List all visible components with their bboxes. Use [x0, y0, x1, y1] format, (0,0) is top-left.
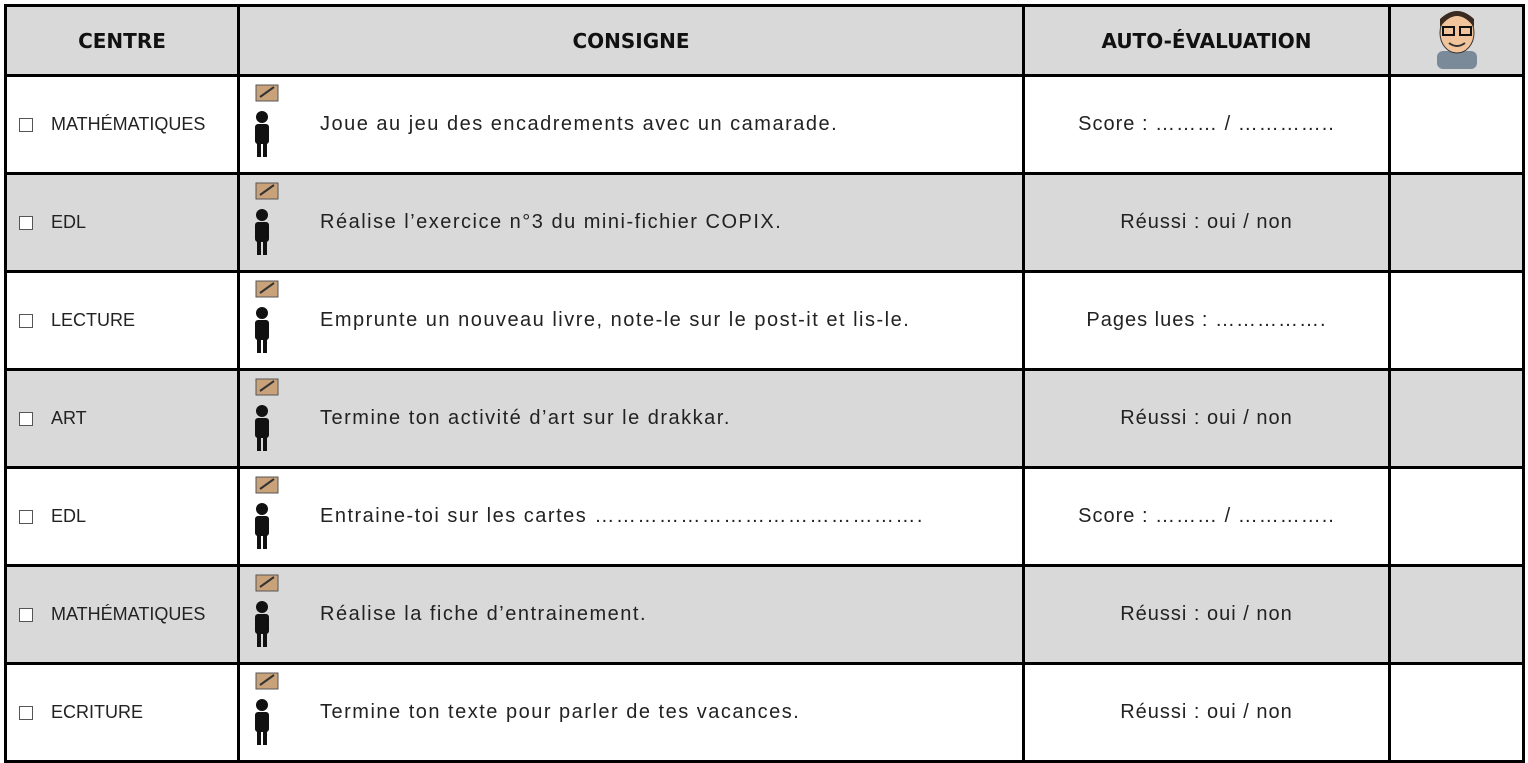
centre-cell: MATHÉMATIQUES [4, 564, 240, 665]
consigne-text: Termine ton texte pour parler de tes vac… [320, 701, 801, 723]
consigne-text: Réalise l’exercice n°3 du mini-fichier C… [320, 211, 783, 233]
empty-cell [1388, 270, 1525, 371]
centre-label: EDL [51, 506, 87, 526]
centre-cell: LECTURE [4, 270, 240, 371]
centre-cell: MATHÉMATIQUES [4, 74, 240, 175]
consigne-text: Emprunte un nouveau livre, note-le sur l… [320, 309, 911, 331]
consigne-text: Réalise la fiche d’entrainement. [320, 603, 648, 625]
evaluation-cell: Score : ……… / ………….. [1022, 466, 1391, 567]
empty-cell [1388, 74, 1525, 175]
empty-cell [1388, 564, 1525, 665]
table-row: ECRITURE Termine ton texte pour parler de… [4, 662, 1525, 763]
consigne-cell: Réalise l’exercice n°3 du mini-fichier C… [237, 172, 1025, 273]
checkbox [19, 412, 33, 427]
activity-table: CENTRE CONSIGNE AUTO-ÉVALUATION MATHÉMAT… [4, 4, 1525, 763]
icon [255, 280, 279, 353]
icon [255, 574, 279, 647]
checkbox [19, 608, 33, 623]
checkbox [19, 314, 33, 329]
centre-cell: ECRITURE [4, 662, 240, 763]
centre-label: ART [51, 408, 87, 428]
table-row: MATHÉMATIQUES Réalise la fiche d’entraine… [4, 564, 1525, 665]
icon [255, 182, 279, 255]
consigne-text: Joue au jeu des encadrements avec un cam… [320, 113, 839, 135]
header-row: CENTRE CONSIGNE AUTO-ÉVALUATION [4, 4, 1525, 77]
icon [255, 672, 279, 745]
table-row: MATHÉMATIQUES Joue au jeu des encadrement… [4, 74, 1525, 175]
consigne-cell: Termine ton activité d’art sur le drakka… [237, 368, 1025, 469]
centre-cell: EDL [4, 172, 240, 273]
avatar-cell [1388, 4, 1525, 77]
checkbox [19, 216, 33, 231]
checkbox [19, 706, 33, 721]
centre-label: MATHÉMATIQUES [51, 604, 206, 624]
evaluation-cell: Réussi : oui / non [1022, 172, 1391, 273]
column-header: CENTRE [4, 4, 240, 77]
table-row: LECTURE Emprunte un nouveau livre, note-l… [4, 270, 1525, 371]
table-row: ART Termine ton activité d’art sur le dra… [4, 368, 1525, 469]
consigne-cell: Emprunte un nouveau livre, note-le sur l… [237, 270, 1025, 371]
avatar [1436, 11, 1477, 69]
empty-cell [1388, 172, 1525, 273]
checkbox [19, 510, 33, 525]
table-body: MATHÉMATIQUES Joue au jeu des encadrement… [4, 74, 1525, 763]
evaluation-cell: Réussi : oui / non [1022, 368, 1391, 469]
column-header: CONSIGNE [237, 4, 1025, 77]
icon [255, 378, 279, 451]
consigne-cell: Entraine-toi sur les cartes ………………………………… [237, 466, 1025, 567]
empty-cell [1388, 466, 1525, 567]
consigne-cell: Réalise la fiche d’entrainement. [237, 564, 1025, 665]
consigne-text: Entraine-toi sur les cartes ………………………………… [320, 505, 924, 527]
centre-label: MATHÉMATIQUES [51, 114, 206, 134]
centre-label: ECRITURE [51, 702, 144, 722]
evaluation-cell: Réussi : oui / non [1022, 564, 1391, 665]
icon [255, 476, 279, 549]
table-row: EDL Réalise l’exercice n°3 du mini-fichie… [4, 172, 1525, 273]
checkbox [19, 118, 33, 133]
empty-cell [1388, 368, 1525, 469]
evaluation-cell: Pages lues : ……………. [1022, 270, 1391, 371]
empty-cell [1388, 662, 1525, 763]
centre-label: LECTURE [51, 310, 136, 330]
consigne-text: Termine ton activité d’art sur le drakka… [320, 407, 731, 429]
centre-cell: ART [4, 368, 240, 469]
evaluation-cell: Score : ……… / ………….. [1022, 74, 1391, 175]
centre-cell: EDL [4, 466, 240, 567]
consigne-cell: Termine ton texte pour parler de tes vac… [237, 662, 1025, 763]
column-header: AUTO-ÉVALUATION [1022, 4, 1391, 77]
centre-label: EDL [51, 212, 87, 232]
evaluation-cell: Réussi : oui / non [1022, 662, 1391, 763]
table-row: EDL Entraine-toi sur les cartes ………………………… [4, 466, 1525, 567]
icon [255, 84, 279, 157]
consigne-cell: Joue au jeu des encadrements avec un cam… [237, 74, 1025, 175]
